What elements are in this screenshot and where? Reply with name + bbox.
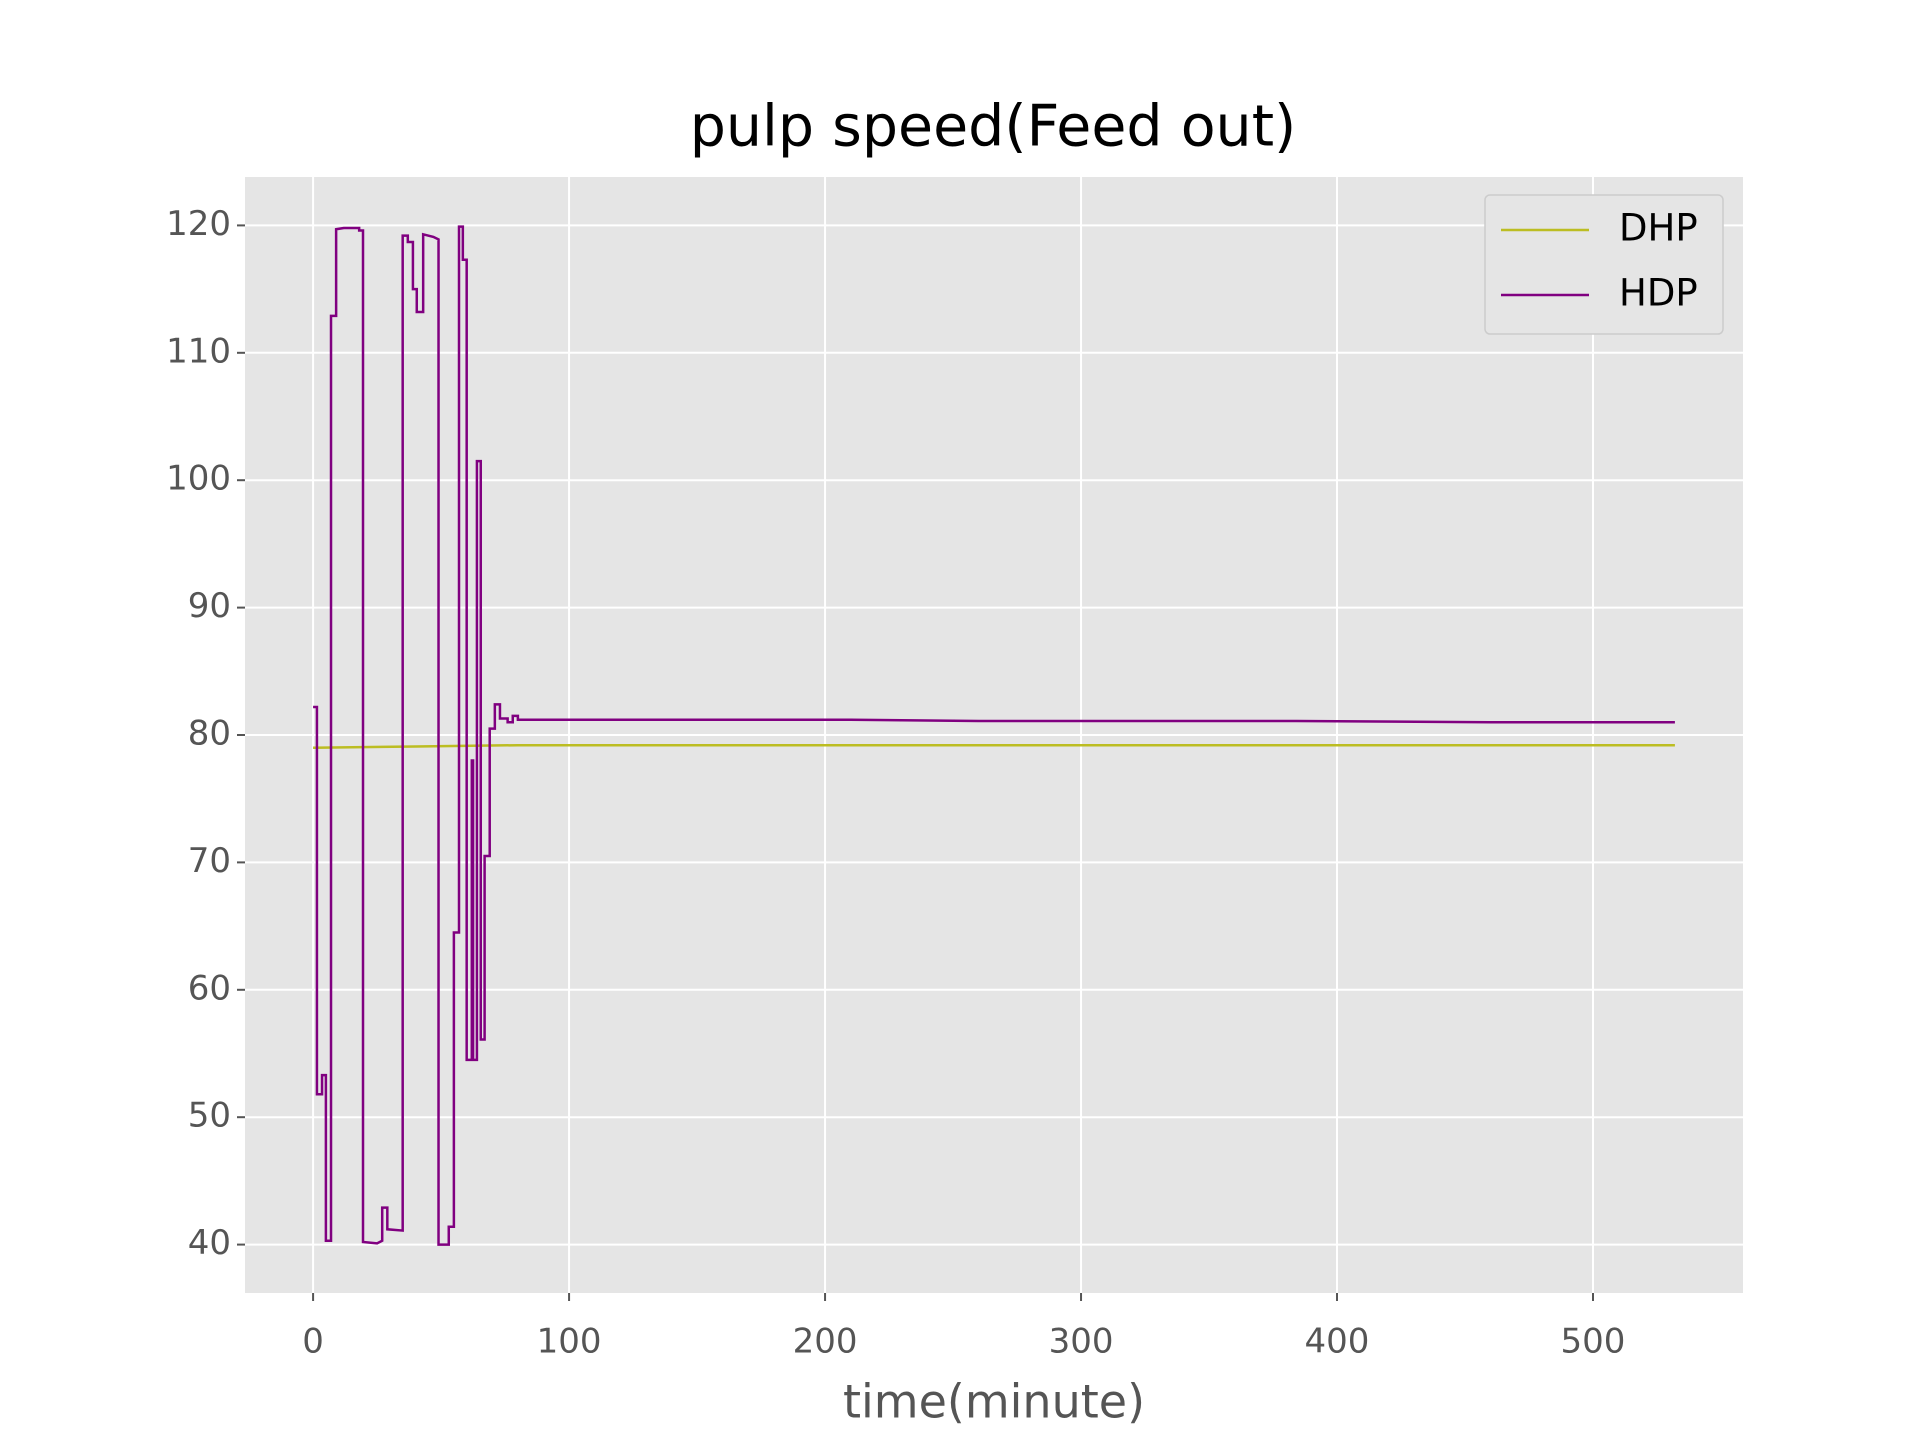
y-tick-label: 70 xyxy=(188,841,231,881)
data-line xyxy=(313,225,1675,1246)
y-tick-label: 110 xyxy=(166,331,231,371)
x-tick-label: 500 xyxy=(1561,1322,1626,1362)
legend-label: DHP xyxy=(1619,207,1698,250)
y-tick-label: 90 xyxy=(188,586,231,626)
x-tick-label: 200 xyxy=(793,1322,858,1362)
x-tick-label: 100 xyxy=(537,1322,602,1362)
legend-label: HDP xyxy=(1619,272,1698,315)
y-tick-label: 100 xyxy=(166,459,231,499)
y-tick-label: 60 xyxy=(188,968,231,1008)
x-tick-label: 300 xyxy=(1049,1322,1114,1362)
chart-title: pulp speed(Feed out) xyxy=(690,94,1297,160)
x-axis-label: time(minute) xyxy=(843,1375,1145,1429)
y-tick-label: 80 xyxy=(188,714,231,754)
y-tick-label: 50 xyxy=(188,1096,231,1136)
x-tick-label: 400 xyxy=(1305,1322,1370,1362)
y-tick-label: 40 xyxy=(188,1223,231,1263)
y-tick-label: 120 xyxy=(166,204,231,244)
x-tick-label: 0 xyxy=(302,1322,324,1362)
